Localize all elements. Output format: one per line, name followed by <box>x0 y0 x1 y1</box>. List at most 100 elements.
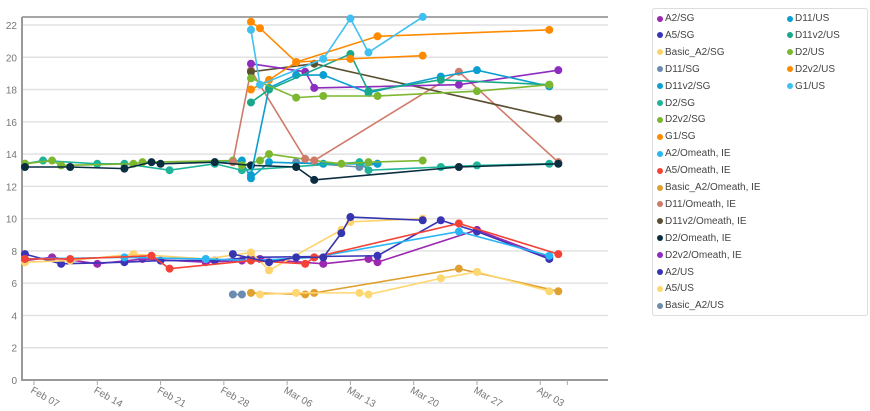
legend-dot-icon <box>657 201 663 208</box>
legend-item[interactable]: D11v2/SG <box>657 81 710 92</box>
data-point <box>246 25 255 34</box>
data-point <box>418 216 427 225</box>
data-point <box>256 80 264 89</box>
data-point <box>265 266 274 275</box>
data-point <box>301 259 310 268</box>
series-line <box>250 69 550 176</box>
legend-item[interactable]: G1/US <box>787 81 825 92</box>
legend-item[interactable]: A5/SG <box>657 30 694 41</box>
legend-item[interactable]: D11/SG <box>657 64 700 75</box>
x-tick-label: Feb 21 <box>155 385 188 410</box>
legend-dot-icon <box>657 285 663 292</box>
data-point <box>373 251 382 260</box>
data-point <box>57 161 66 170</box>
legend-dot-icon <box>787 66 793 73</box>
legend-item[interactable]: D2v2/US <box>787 64 835 75</box>
legend-item[interactable]: Basic_A2/US <box>657 300 724 311</box>
data-point <box>292 288 301 297</box>
legend-dot-icon <box>657 100 663 106</box>
y-tick-label: 2 <box>11 344 17 355</box>
legend-item[interactable]: D2/Omeath, IE <box>657 233 731 244</box>
legend-item[interactable]: G1/SG <box>657 131 696 142</box>
legend-dot-icon <box>657 269 663 275</box>
x-tick-label: Apr 03 <box>535 385 566 409</box>
data-point <box>554 66 563 75</box>
data-point <box>472 66 481 75</box>
y-tick-label: 16 <box>6 118 18 129</box>
legend-label: A2/US <box>665 266 694 278</box>
legend-item[interactable]: D11v2/US <box>787 30 840 41</box>
data-point <box>364 166 373 175</box>
data-point <box>418 51 427 60</box>
legend-item[interactable]: A5/Omeath, IE <box>657 165 731 176</box>
data-point <box>545 80 554 89</box>
data-point <box>292 253 301 262</box>
legend-label: D2v2/Omeath, IE <box>665 249 742 261</box>
x-tick-label: Feb 14 <box>92 385 125 410</box>
x-tick-label: Mar 20 <box>408 385 441 410</box>
legend-dot-icon <box>657 184 663 191</box>
legend-item[interactable]: D2v2/Omeath, IE <box>657 250 742 261</box>
x-tick-label: Mar 27 <box>471 385 504 410</box>
legend-label: G1/US <box>795 80 826 92</box>
data-point <box>337 159 346 168</box>
legend-item[interactable]: A5/US <box>657 283 694 294</box>
legend-dot-icon <box>657 49 663 56</box>
series-line <box>232 68 559 163</box>
legend-item[interactable]: D11v2/Omeath, IE <box>657 216 747 227</box>
data-point <box>228 158 237 167</box>
data-point <box>319 253 328 262</box>
data-point <box>246 67 255 76</box>
legend-item[interactable]: Basic_A2/SG <box>657 47 724 58</box>
legend-item[interactable]: D2/US <box>787 47 824 58</box>
x-tick-label: Feb 28 <box>218 385 251 410</box>
data-point <box>66 254 75 263</box>
y-tick-label: 14 <box>6 150 18 161</box>
data-point <box>545 251 554 260</box>
data-point <box>201 254 210 263</box>
y-tick-label: 10 <box>6 215 18 226</box>
data-point <box>346 14 355 23</box>
data-point <box>554 287 563 296</box>
data-point <box>265 150 274 159</box>
legend-label: D2v2/SG <box>665 114 706 126</box>
series-line <box>24 159 550 172</box>
legend-item[interactable]: A2/Omeath, IE <box>657 148 731 159</box>
legend-label: D2/US <box>795 46 825 58</box>
data-point <box>319 71 328 80</box>
legend-item[interactable]: Basic_A2/Omeath, IE <box>657 182 761 193</box>
data-point <box>292 93 301 102</box>
legend-item[interactable]: D2/SG <box>657 98 695 109</box>
legend-dot-icon <box>657 218 663 225</box>
data-point <box>472 87 481 96</box>
legend-item[interactable]: D11/Omeath, IE <box>657 199 736 210</box>
data-point <box>156 159 165 168</box>
y-tick-label: 8 <box>11 247 17 258</box>
legend: A2/SG A5/SG Basic_A2/SG D11/SG D11v2/SG D2/SG… <box>652 8 868 316</box>
data-point <box>165 166 174 175</box>
legend-label: A5/US <box>665 283 694 295</box>
legend-item[interactable]: A2/US <box>657 267 694 278</box>
legend-label: A2/Omeath, IE <box>665 148 731 160</box>
legend-dot-icon <box>657 32 663 39</box>
data-point <box>256 290 264 299</box>
data-point <box>554 159 563 168</box>
data-point <box>373 258 382 267</box>
data-point <box>346 213 355 222</box>
data-point <box>454 163 463 171</box>
legend-dot-icon <box>787 83 793 90</box>
series-d2v2-omeath-ie <box>246 59 563 92</box>
data-point <box>364 87 373 96</box>
data-point <box>418 156 427 165</box>
legend-item[interactable]: A2/SG <box>657 13 694 24</box>
y-tick-label: 6 <box>11 279 17 290</box>
legend-item[interactable]: D2v2/SG <box>657 114 706 125</box>
legend-dot-icon <box>657 150 663 157</box>
series-basic-a2-us <box>228 290 246 299</box>
data-point <box>256 156 264 165</box>
data-point <box>310 156 319 165</box>
data-point <box>301 290 310 299</box>
legend-item[interactable]: D11/US <box>787 13 829 24</box>
data-point <box>20 163 29 171</box>
